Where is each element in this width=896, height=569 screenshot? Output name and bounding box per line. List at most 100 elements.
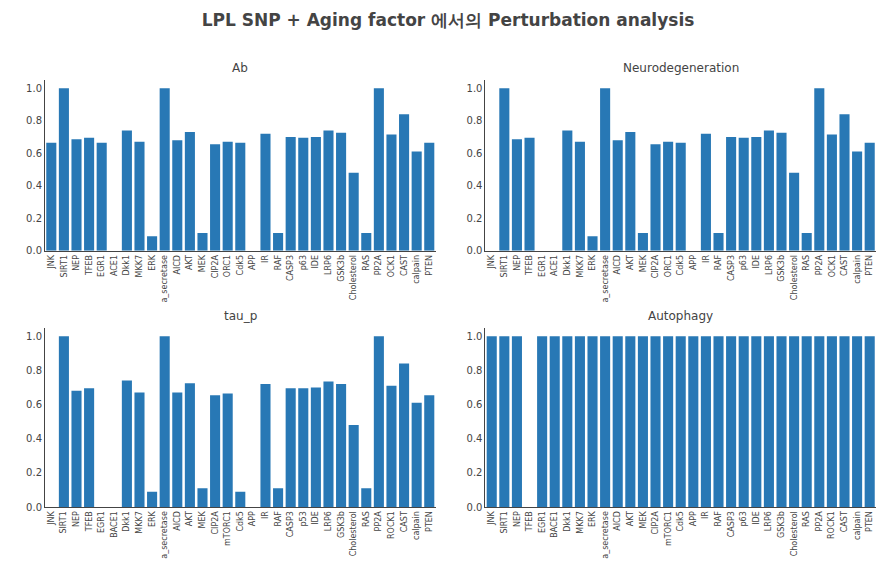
svg-text:calpain: calpain — [412, 511, 421, 540]
svg-text:a_secretase: a_secretase — [601, 255, 610, 303]
svg-text:GSK3b: GSK3b — [337, 511, 346, 538]
svg-text:AKT: AKT — [626, 511, 635, 526]
svg-text:AICD: AICD — [613, 511, 622, 531]
svg-text:RAF: RAF — [714, 511, 723, 527]
svg-text:Dkk1: Dkk1 — [122, 511, 131, 532]
svg-text:IDE: IDE — [752, 511, 761, 525]
svg-text:0.2: 0.2 — [467, 467, 483, 478]
svg-text:APP: APP — [689, 511, 698, 526]
svg-text:Dkk1: Dkk1 — [563, 511, 572, 532]
svg-text:IR: IR — [702, 255, 711, 263]
svg-text:1.0: 1.0 — [26, 83, 42, 94]
svg-text:AKT: AKT — [185, 255, 194, 270]
svg-text:a_secretase: a_secretase — [160, 255, 169, 303]
svg-text:ERK: ERK — [148, 510, 157, 527]
svg-text:MEK: MEK — [198, 254, 207, 272]
svg-text:TFEB: TFEB — [525, 511, 534, 532]
svg-text:CAST: CAST — [840, 255, 849, 276]
svg-text:MEK: MEK — [639, 254, 648, 272]
svg-text:0.8: 0.8 — [26, 365, 42, 376]
svg-text:0.4: 0.4 — [467, 180, 483, 191]
svg-text:IDE: IDE — [311, 511, 320, 525]
svg-text:TFEB: TFEB — [85, 511, 94, 532]
svg-text:AKT: AKT — [626, 255, 635, 270]
svg-text:IR: IR — [261, 255, 270, 263]
svg-text:Autophagy: Autophagy — [648, 309, 713, 323]
svg-text:0.6: 0.6 — [26, 148, 42, 159]
svg-text:MKK7: MKK7 — [135, 511, 144, 533]
svg-text:CASP3: CASP3 — [286, 255, 295, 281]
svg-text:ORC1: ORC1 — [664, 255, 673, 277]
svg-text:0.6: 0.6 — [467, 399, 483, 410]
svg-text:CAST: CAST — [840, 511, 849, 532]
svg-text:MKK7: MKK7 — [576, 255, 585, 277]
svg-text:0.6: 0.6 — [26, 399, 42, 410]
svg-text:Cdk5: Cdk5 — [236, 255, 245, 275]
svg-text:Dkk1: Dkk1 — [563, 255, 572, 276]
svg-text:RAS: RAS — [362, 255, 371, 271]
svg-text:calpain: calpain — [853, 255, 862, 284]
svg-text:TFEB: TFEB — [85, 255, 94, 276]
svg-text:ORC1: ORC1 — [223, 255, 232, 277]
svg-text:EGR1: EGR1 — [97, 511, 106, 533]
svg-text:0.8: 0.8 — [467, 115, 483, 126]
svg-text:MEK: MEK — [639, 510, 648, 528]
svg-text:CASP3: CASP3 — [727, 511, 736, 537]
svg-text:IDE: IDE — [752, 255, 761, 269]
svg-text:ERK: ERK — [588, 510, 597, 527]
svg-text:mTORC1: mTORC1 — [223, 511, 232, 546]
svg-text:SIRT1: SIRT1 — [500, 511, 509, 533]
svg-text:MKK7: MKK7 — [135, 255, 144, 277]
svg-text:Cdk5: Cdk5 — [236, 511, 245, 531]
svg-text:SIRT1: SIRT1 — [60, 511, 69, 533]
svg-text:0.0: 0.0 — [467, 502, 483, 513]
svg-text:NEP: NEP — [72, 255, 81, 271]
svg-text:ERK: ERK — [148, 254, 157, 271]
svg-text:Dkk1: Dkk1 — [122, 255, 131, 276]
svg-text:CIP2A: CIP2A — [211, 254, 220, 278]
svg-text:GSK3b: GSK3b — [777, 511, 786, 538]
svg-text:EGR1: EGR1 — [538, 511, 547, 533]
svg-text:tau_p: tau_p — [224, 309, 257, 323]
svg-text:LRP6: LRP6 — [324, 255, 333, 275]
svg-text:p63: p63 — [299, 255, 308, 270]
svg-text:Cdk5: Cdk5 — [676, 255, 685, 275]
svg-text:0.6: 0.6 — [467, 148, 483, 159]
svg-text:CASP3: CASP3 — [286, 511, 295, 537]
svg-text:GSK3b: GSK3b — [777, 255, 786, 282]
svg-text:LRP6: LRP6 — [765, 511, 774, 531]
svg-text:calpain: calpain — [412, 255, 421, 284]
svg-text:MKK7: MKK7 — [576, 511, 585, 533]
svg-text:ROCK1: ROCK1 — [828, 511, 837, 539]
svg-text:LRP6: LRP6 — [324, 511, 333, 531]
svg-text:ACE1: ACE1 — [110, 255, 119, 276]
svg-text:SIRT1: SIRT1 — [500, 255, 509, 277]
svg-text:APP: APP — [248, 511, 257, 526]
svg-text:p53: p53 — [299, 511, 308, 526]
svg-text:p63: p63 — [739, 255, 748, 270]
svg-text:EGR1: EGR1 — [538, 255, 547, 277]
svg-text:AICD: AICD — [173, 511, 182, 531]
svg-text:0.4: 0.4 — [26, 433, 42, 444]
svg-text:NEP: NEP — [513, 255, 522, 271]
svg-text:NEP: NEP — [72, 511, 81, 527]
svg-text:a_secretase: a_secretase — [160, 511, 169, 559]
svg-text:PP2A: PP2A — [374, 254, 383, 275]
svg-text:Neurodegeneration: Neurodegeneration — [623, 61, 739, 75]
svg-text:OCK1: OCK1 — [387, 255, 396, 277]
svg-text:BACE1: BACE1 — [110, 511, 119, 538]
svg-text:0.2: 0.2 — [26, 467, 42, 478]
svg-text:ROCK1: ROCK1 — [387, 511, 396, 539]
svg-text:EGR1: EGR1 — [97, 255, 106, 277]
svg-text:GSK3b: GSK3b — [337, 255, 346, 282]
svg-text:0.8: 0.8 — [467, 365, 483, 376]
svg-text:RAF: RAF — [274, 511, 283, 527]
svg-text:PTEN: PTEN — [865, 255, 874, 276]
svg-text:TFEB: TFEB — [525, 255, 534, 276]
svg-text:0.4: 0.4 — [467, 433, 483, 444]
svg-text:BACE1: BACE1 — [550, 511, 559, 538]
svg-text:ERK: ERK — [588, 254, 597, 271]
svg-text:1.0: 1.0 — [26, 331, 42, 342]
svg-text:1.0: 1.0 — [467, 83, 483, 94]
svg-text:0.0: 0.0 — [467, 245, 483, 256]
